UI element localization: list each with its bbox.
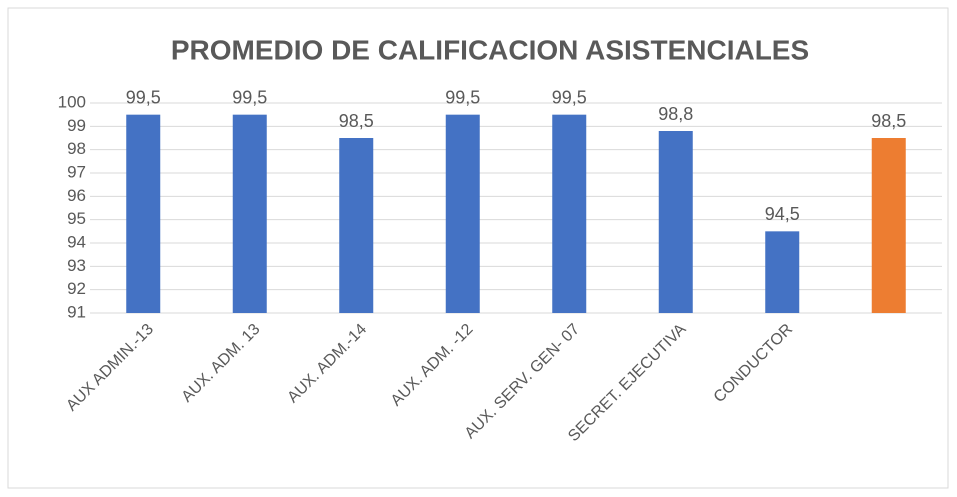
y-tick-label: 100 — [58, 92, 86, 111]
bar — [552, 114, 587, 314]
value-label: 98,5 — [339, 111, 374, 131]
value-label: 94,5 — [765, 204, 800, 224]
value-label: 98,8 — [658, 104, 693, 124]
y-tick-label: 96 — [67, 186, 86, 205]
value-label: 99,5 — [232, 87, 267, 107]
y-tick-label: 92 — [67, 279, 86, 298]
y-tick-label: 93 — [67, 256, 86, 275]
y-tick-label: 91 — [67, 302, 86, 321]
bar — [232, 114, 267, 314]
y-tick-label: 95 — [67, 209, 86, 228]
value-label: 98,5 — [871, 111, 906, 131]
bar — [126, 114, 161, 314]
y-tick-label: 98 — [67, 139, 86, 158]
bar — [871, 138, 906, 313]
bar — [765, 231, 800, 313]
bar — [339, 138, 374, 313]
bar — [445, 114, 480, 314]
bar — [658, 131, 693, 313]
y-tick-label: 94 — [67, 232, 86, 251]
value-label: 99,5 — [126, 87, 161, 107]
value-label: 99,5 — [552, 87, 587, 107]
chart-title: PROMEDIO DE CALIFICACION ASISTENCIALES — [171, 34, 809, 65]
value-label: 99,5 — [445, 87, 480, 107]
y-tick-label: 99 — [67, 116, 86, 135]
y-tick-label: 97 — [67, 162, 86, 181]
